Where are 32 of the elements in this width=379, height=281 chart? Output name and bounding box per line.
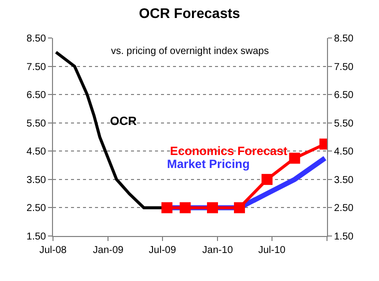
series-label: Economics Forecast <box>170 144 288 158</box>
x-tick-label: Jul-10 <box>258 245 286 256</box>
y2-tick-label: 8.50 <box>334 34 354 44</box>
point <box>289 152 300 164</box>
point <box>234 202 245 214</box>
chart-title: OCR Forecasts <box>138 5 240 22</box>
y2-tick-label: 4.50 <box>334 146 354 158</box>
y2-tick-label: 5.50 <box>334 118 354 130</box>
x-tick-label: Jul-08 <box>39 245 68 256</box>
y-tick-label: 5.50 <box>26 118 46 130</box>
y-tick-label: 1.50 <box>26 232 46 242</box>
point <box>161 202 172 214</box>
text: vs. pricing of overnight index swaps <box>111 46 269 57</box>
y2-tick-label: 7.50 <box>334 62 354 73</box>
point <box>180 202 191 214</box>
point <box>206 202 218 214</box>
series-label: OCR <box>110 114 137 128</box>
point <box>262 174 273 185</box>
x-tick-label: Jul-09 <box>148 245 176 256</box>
y-tick-label: 3.50 <box>26 174 46 186</box>
y2-tick-label: 6.50 <box>334 90 354 102</box>
y-tick-label: 2.50 <box>26 203 46 214</box>
text: Market Pricing <box>167 157 250 171</box>
x-tick-label: Jan-10 <box>202 245 234 256</box>
y-tick-label: 6.50 <box>26 90 46 102</box>
x-tick-label: Jan-09 <box>92 245 124 256</box>
y-tick-label: 4.50 <box>26 146 46 158</box>
y-tick-label: 8.50 <box>26 34 46 44</box>
y-tick-label: 7.50 <box>26 62 46 73</box>
y2-tick-label: 1.50 <box>334 232 354 242</box>
y2-tick-label: 2.50 <box>334 203 354 214</box>
y2-tick-label: 3.50 <box>334 174 354 186</box>
